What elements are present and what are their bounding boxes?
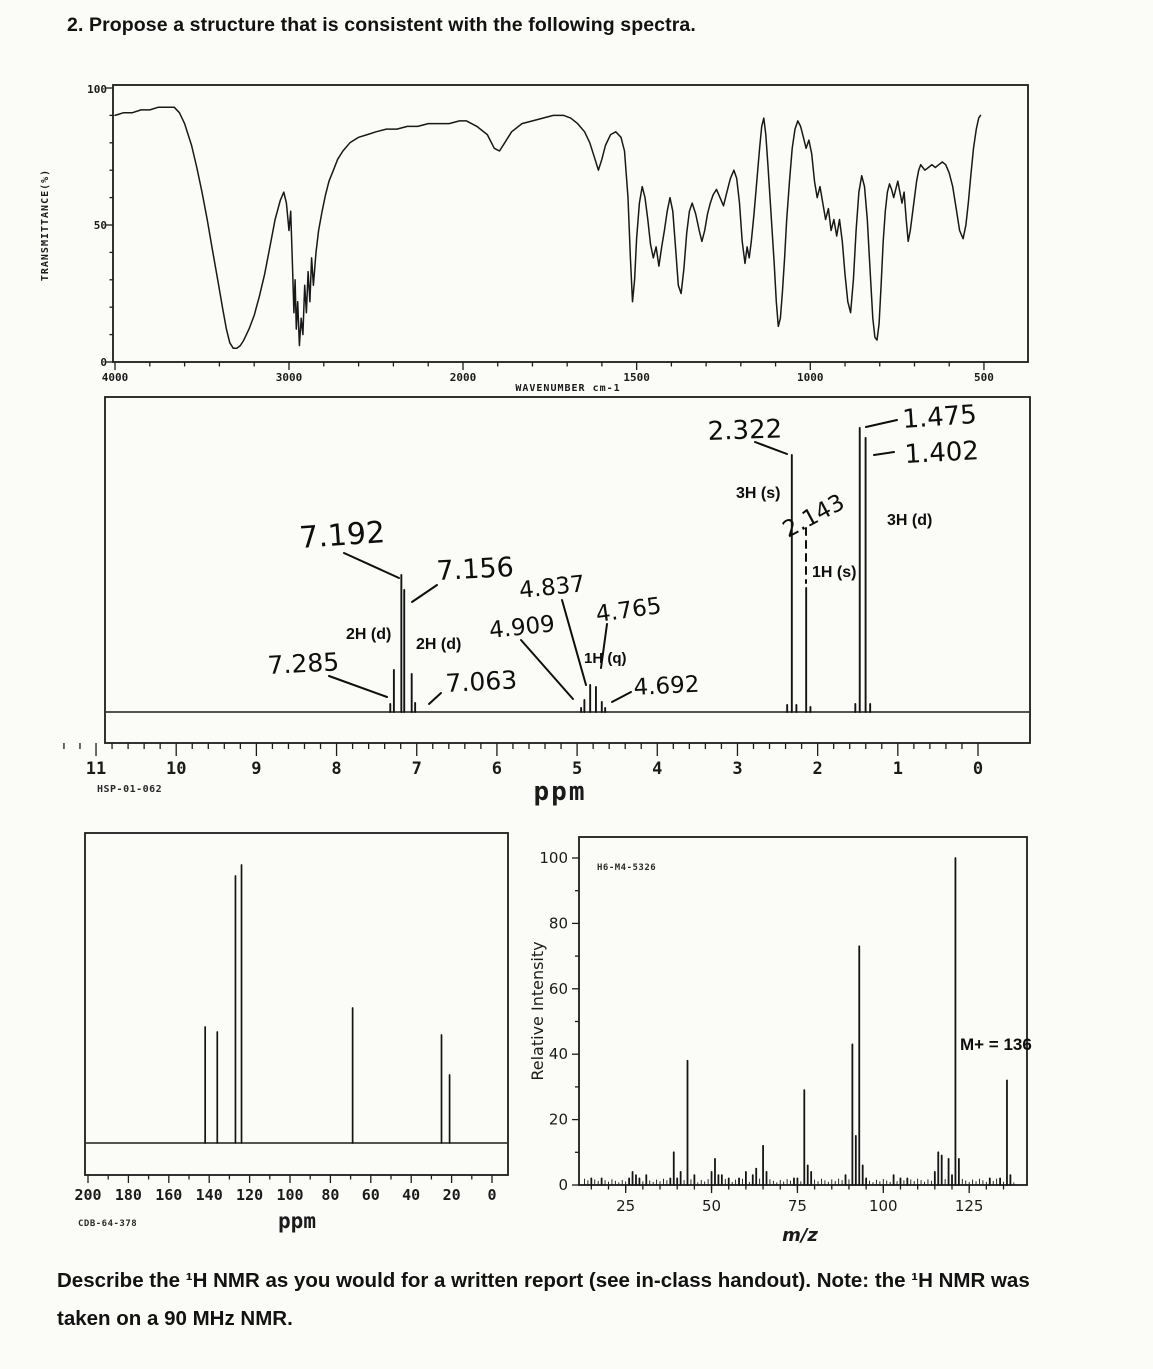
- svg-text:WAVENUMBER cm-1: WAVENUMBER cm-1: [515, 383, 620, 394]
- cnmr-peaks: [204, 864, 451, 1144]
- hnmr-plot-frame: [104, 396, 1031, 744]
- svg-text:7.285: 7.285: [267, 647, 340, 680]
- svg-text:60: 60: [362, 1186, 380, 1204]
- ms-molecular-ion-label: M+ = 136: [960, 1035, 1032, 1054]
- svg-text:1H (s): 1H (s): [812, 564, 856, 581]
- ir-transmittance-curve: [114, 106, 982, 350]
- svg-text:75: 75: [788, 1197, 807, 1215]
- ms-y-axis: 0 20 40 60 80 100 Relative Intensity: [528, 849, 579, 1194]
- ir-x-axis: 4000 3000 2000 1500 1000 500 WAVENUMBER cm-1: [102, 362, 994, 394]
- svg-text:140: 140: [196, 1186, 223, 1204]
- cnmr-sample-code: CDB-64-378: [78, 1219, 137, 1229]
- svg-text:125: 125: [955, 1197, 984, 1215]
- svg-text:2: 2: [813, 759, 823, 779]
- page-title: 2. Propose a structure that is consisten…: [67, 14, 696, 36]
- svg-text:10: 10: [166, 759, 186, 779]
- svg-text:100: 100: [87, 83, 107, 96]
- svg-text:8: 8: [331, 759, 341, 779]
- question-line-1: Describe the ¹H NMR as you would for a w…: [57, 1269, 1030, 1292]
- svg-text:11: 11: [86, 759, 106, 779]
- svg-text:3H (s): 3H (s): [736, 485, 780, 502]
- svg-text:TRANSMITTANCE(%): TRANSMITTANCE(%): [40, 169, 51, 281]
- svg-text:0: 0: [487, 1186, 496, 1204]
- svg-text:60: 60: [549, 980, 568, 998]
- svg-text:2000: 2000: [450, 371, 477, 384]
- svg-text:4000: 4000: [102, 371, 129, 384]
- svg-text:0: 0: [100, 356, 107, 369]
- svg-text:40: 40: [549, 1045, 568, 1063]
- svg-text:500: 500: [974, 371, 994, 384]
- ms-peaks: [584, 857, 1015, 1186]
- svg-text:1500: 1500: [623, 371, 650, 384]
- svg-text:50: 50: [702, 1197, 721, 1215]
- svg-text:5: 5: [572, 759, 582, 779]
- svg-text:7.063: 7.063: [445, 665, 518, 698]
- svg-text:7.156: 7.156: [436, 552, 515, 587]
- cnmr-plot-frame: [84, 832, 509, 1176]
- svg-text:180: 180: [115, 1186, 142, 1204]
- svg-text:4.765: 4.765: [594, 593, 663, 628]
- svg-text:7.192: 7.192: [298, 515, 386, 556]
- svg-text:2H (d): 2H (d): [346, 626, 391, 643]
- svg-text:50: 50: [94, 219, 107, 232]
- svg-text:40: 40: [402, 1186, 420, 1204]
- svg-text:160: 160: [155, 1186, 182, 1204]
- svg-text:1.475: 1.475: [901, 400, 977, 435]
- hnmr-sample-code: HSP-01-062: [97, 784, 162, 795]
- ms-sample-code: H6-M4-5326: [597, 863, 656, 873]
- svg-text:1: 1: [893, 759, 903, 779]
- svg-text:4.837: 4.837: [518, 571, 586, 604]
- svg-text:0: 0: [973, 759, 983, 779]
- svg-text:7: 7: [412, 759, 422, 779]
- svg-text:80: 80: [321, 1186, 339, 1204]
- svg-text:0: 0: [558, 1176, 568, 1194]
- svg-text:4.692: 4.692: [633, 672, 700, 701]
- ir-y-axis: 100 50 0 TRANSMITTANCE(%): [40, 83, 113, 369]
- hnmr-annotation-leaders: [328, 419, 898, 705]
- svg-text:1H (q): 1H (q): [584, 650, 627, 667]
- svg-text:Relative Intensity: Relative Intensity: [528, 941, 547, 1080]
- question-line-2: taken on a 90 MHz NMR.: [57, 1307, 293, 1330]
- ms-plot-frame: [578, 836, 1028, 1186]
- svg-text:3H (d): 3H (d): [887, 512, 932, 529]
- svg-text:4.909: 4.909: [488, 611, 556, 644]
- svg-text:4: 4: [652, 759, 662, 779]
- svg-text:1000: 1000: [797, 371, 824, 384]
- svg-text:20: 20: [549, 1111, 568, 1129]
- svg-text:100: 100: [276, 1186, 303, 1204]
- svg-text:25: 25: [616, 1197, 635, 1215]
- svg-text:ppm: ppm: [278, 1209, 316, 1233]
- svg-text:ppm: ppm: [534, 777, 587, 807]
- mass-spectrum-panel: 0 20 40 60 80 100 Relative Intensity 25 50 75 100 1…: [528, 836, 1032, 1246]
- ms-x-axis: 25 50 75 100 125 m/z: [590, 1185, 1005, 1246]
- svg-text:20: 20: [443, 1186, 461, 1204]
- svg-text:6: 6: [492, 759, 502, 779]
- svg-text:80: 80: [549, 914, 568, 932]
- svg-text:120: 120: [236, 1186, 263, 1204]
- svg-text:9: 9: [251, 759, 261, 779]
- svg-text:2H (d): 2H (d): [416, 636, 461, 653]
- svg-text:100: 100: [539, 849, 568, 867]
- svg-text:m/z: m/z: [782, 1225, 818, 1246]
- svg-text:200: 200: [74, 1186, 101, 1204]
- hnmr-annotations: 7.192 7.156 7.285 7.063 4.837 4.909 4.765 4.692…: [267, 400, 980, 701]
- question-text: Describe the ¹H NMR as you would for a w…: [57, 1262, 1107, 1338]
- svg-text:2.322: 2.322: [707, 414, 782, 447]
- hnmr-peaks: [389, 427, 872, 713]
- ir-plot-frame: [112, 84, 1029, 363]
- svg-text:3000: 3000: [276, 371, 303, 384]
- svg-text:3: 3: [732, 759, 742, 779]
- svg-text:2.143: 2.143: [779, 489, 849, 543]
- h1-nmr-spectrum-panel: 11 10 9 8 7 6 5 4 3 2 1 0ppmHSP-01-0627.1927.1567.2…: [63, 396, 1031, 807]
- svg-text:100: 100: [869, 1197, 898, 1215]
- svg-text:1.402: 1.402: [904, 436, 980, 470]
